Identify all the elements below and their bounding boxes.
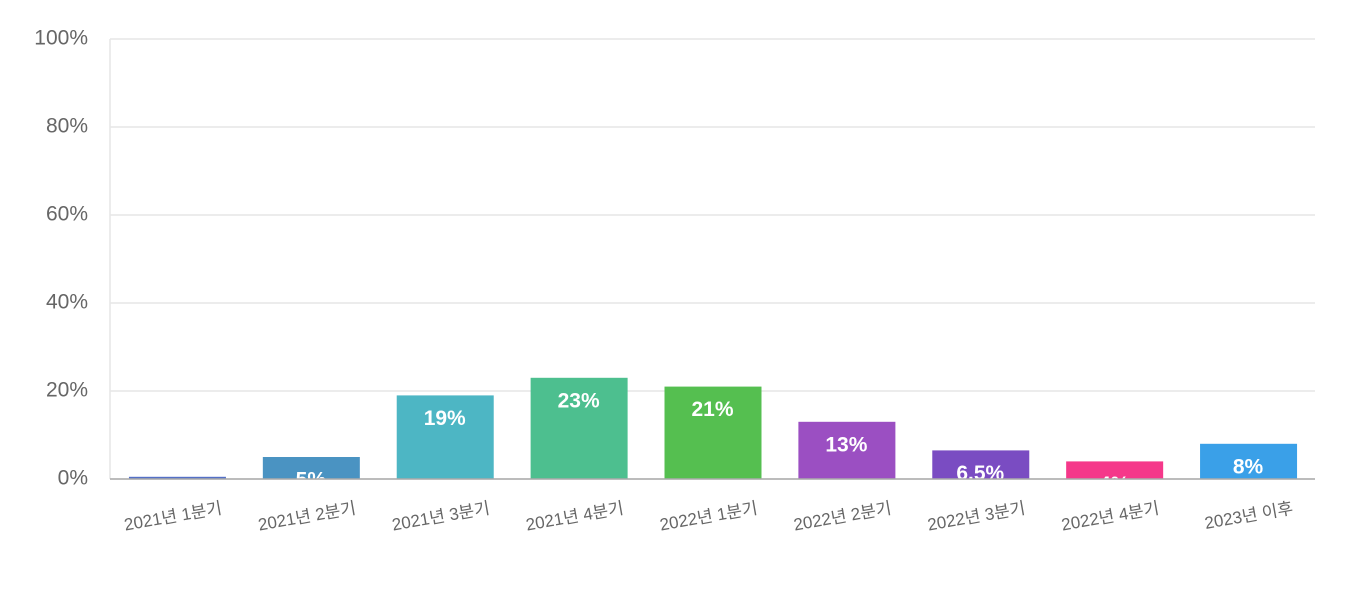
x-tick-label: 2022년 1분기 — [658, 499, 759, 535]
value-label: 4% — [1099, 473, 1130, 496]
x-tick-label: 2021년 3분기 — [390, 499, 491, 535]
y-tick-label: 40% — [46, 291, 88, 314]
value-label: 6.5% — [956, 462, 1004, 485]
value-label: 13% — [825, 433, 867, 456]
value-label: 5% — [296, 469, 327, 492]
bar — [798, 421, 896, 479]
value-label: 19% — [424, 407, 466, 430]
x-tick-label: 2023년 이후 — [1203, 499, 1294, 533]
plot-area: 5% 19% 23% 21% 13% 6.5% 4% 8% — [128, 377, 1298, 496]
x-tick-label: 2021년 2분기 — [257, 499, 358, 535]
y-tick-label: 20% — [46, 379, 88, 402]
bar — [530, 377, 628, 479]
value-label: 8% — [1233, 455, 1264, 478]
x-tick-label: 2022년 4분기 — [1060, 499, 1161, 535]
bar — [1200, 443, 1298, 479]
bar — [664, 386, 762, 479]
y-tick-label: 80% — [46, 115, 88, 138]
bar — [262, 457, 360, 479]
bar — [396, 395, 494, 479]
y-tick-label: 60% — [46, 203, 88, 226]
bar — [128, 476, 226, 479]
value-label: 21% — [691, 398, 733, 421]
x-tick-label: 2021년 4분기 — [524, 499, 625, 535]
y-tick-label: 0% — [58, 467, 88, 490]
x-tick-label: 2022년 2분기 — [792, 499, 893, 535]
x-tick-label: 2021년 1분기 — [123, 499, 224, 535]
value-label: 23% — [558, 389, 600, 412]
bar — [1066, 461, 1164, 479]
x-tick-label: 2022년 3분기 — [926, 499, 1027, 535]
y-tick-label: 100% — [34, 27, 88, 50]
bar — [932, 450, 1030, 479]
